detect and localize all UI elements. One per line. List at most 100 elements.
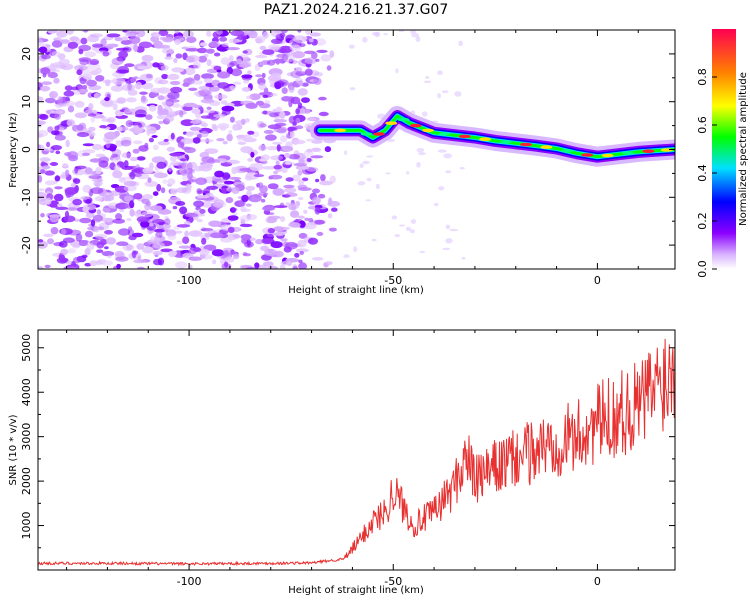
x-tick-label: 0 [594,274,601,287]
noise-blob [267,74,282,82]
noise-blob [95,75,105,82]
noise-blob [136,156,146,161]
noise-blob [137,65,151,70]
noise-blob [121,36,129,41]
noise-blob [72,178,81,185]
noise-blob [319,180,333,186]
noise-blob [164,218,171,226]
noise-blob [72,256,81,264]
noise-blob [44,170,55,176]
noise-blob [168,164,173,172]
noise-blob [55,103,69,107]
noise-blob [179,158,187,162]
noise-blob [211,249,225,257]
noise-blob [239,167,252,172]
noise-blob [89,158,102,163]
noise-blob [149,205,163,212]
noise-blob [156,161,167,169]
noise-blob [161,47,174,55]
noise-blob [229,176,242,180]
noise-blob [422,111,428,117]
noise-blob [241,74,253,79]
noise-blob [82,73,93,80]
noise-blob [112,218,125,224]
noise-blob [157,209,172,215]
noise-blob [416,161,421,168]
noise-blob [82,149,96,154]
noise-blob [247,130,255,135]
y-tick-label: 5000 [20,334,33,362]
noise-blob [213,114,227,118]
noise-blob [93,92,101,99]
noise-blob [200,121,207,126]
noise-blob [222,141,228,145]
noise-blob [275,231,286,236]
noise-blob [151,156,166,164]
noise-blob [288,222,301,228]
noise-blob [212,200,227,209]
noise-blob [117,66,130,74]
snr-frame [37,329,676,571]
noise-blob [90,116,96,123]
noise-blob [297,102,303,109]
noise-blob [344,150,348,155]
noise-blob [202,109,216,114]
noise-blob [39,157,51,162]
colorbar-tick-label: 0.0 [696,260,709,278]
noise-blob [445,224,451,230]
noise-blob [293,162,307,167]
noise-blob [180,119,195,127]
noise-blob [193,91,200,96]
noise-blob [425,76,430,79]
noise-blob [301,97,310,103]
noise-blob [280,135,288,143]
noise-blob [289,44,302,51]
noise-blob [230,68,243,77]
noise-blob [64,152,72,157]
noise-blob [309,32,321,37]
noise-blob [214,170,225,178]
noise-blob [263,129,274,134]
noise-blob [253,174,265,178]
noise-blob [91,43,104,48]
noise-blob [58,252,65,261]
noise-blob [270,38,283,44]
noise-blob [375,183,380,190]
noise-blob [307,221,314,226]
noise-blob [331,207,338,212]
noise-blob [288,153,301,160]
noise-blob [316,231,324,236]
noise-blob [305,138,317,142]
noise-blob [292,265,298,269]
noise-blob [298,220,306,228]
spectrogram-ylabel: Frequency (Hz) [8,112,19,188]
noise-blob [135,81,143,90]
noise-blob [185,213,199,218]
noise-blob [245,102,258,109]
noise-blob [220,100,228,105]
noise-blob [64,187,79,195]
noise-blob [246,239,251,247]
noise-blob [192,137,201,144]
noise-blob [74,218,80,222]
noise-blob [308,237,318,245]
noise-blob [167,91,180,100]
noise-blob [61,228,67,235]
noise-blob [292,35,307,43]
snr-panel: -100 -50 0 1000 2000 3000 4000 5000 Height of s… [8,329,676,596]
noise-blob [57,127,65,132]
noise-blob [111,57,124,66]
noise-blob [152,62,160,68]
noise-blob [38,266,44,269]
noise-blob [255,54,268,59]
noise-blob [148,137,154,143]
noise-blob [66,207,79,211]
noise-blob [84,167,93,175]
noise-blob [295,117,301,124]
noise-blob [262,166,276,170]
noise-blob [182,105,193,111]
noise-blob [258,103,271,109]
noise-blob [229,116,235,123]
noise-blob [93,226,101,233]
noise-blob [198,86,211,90]
